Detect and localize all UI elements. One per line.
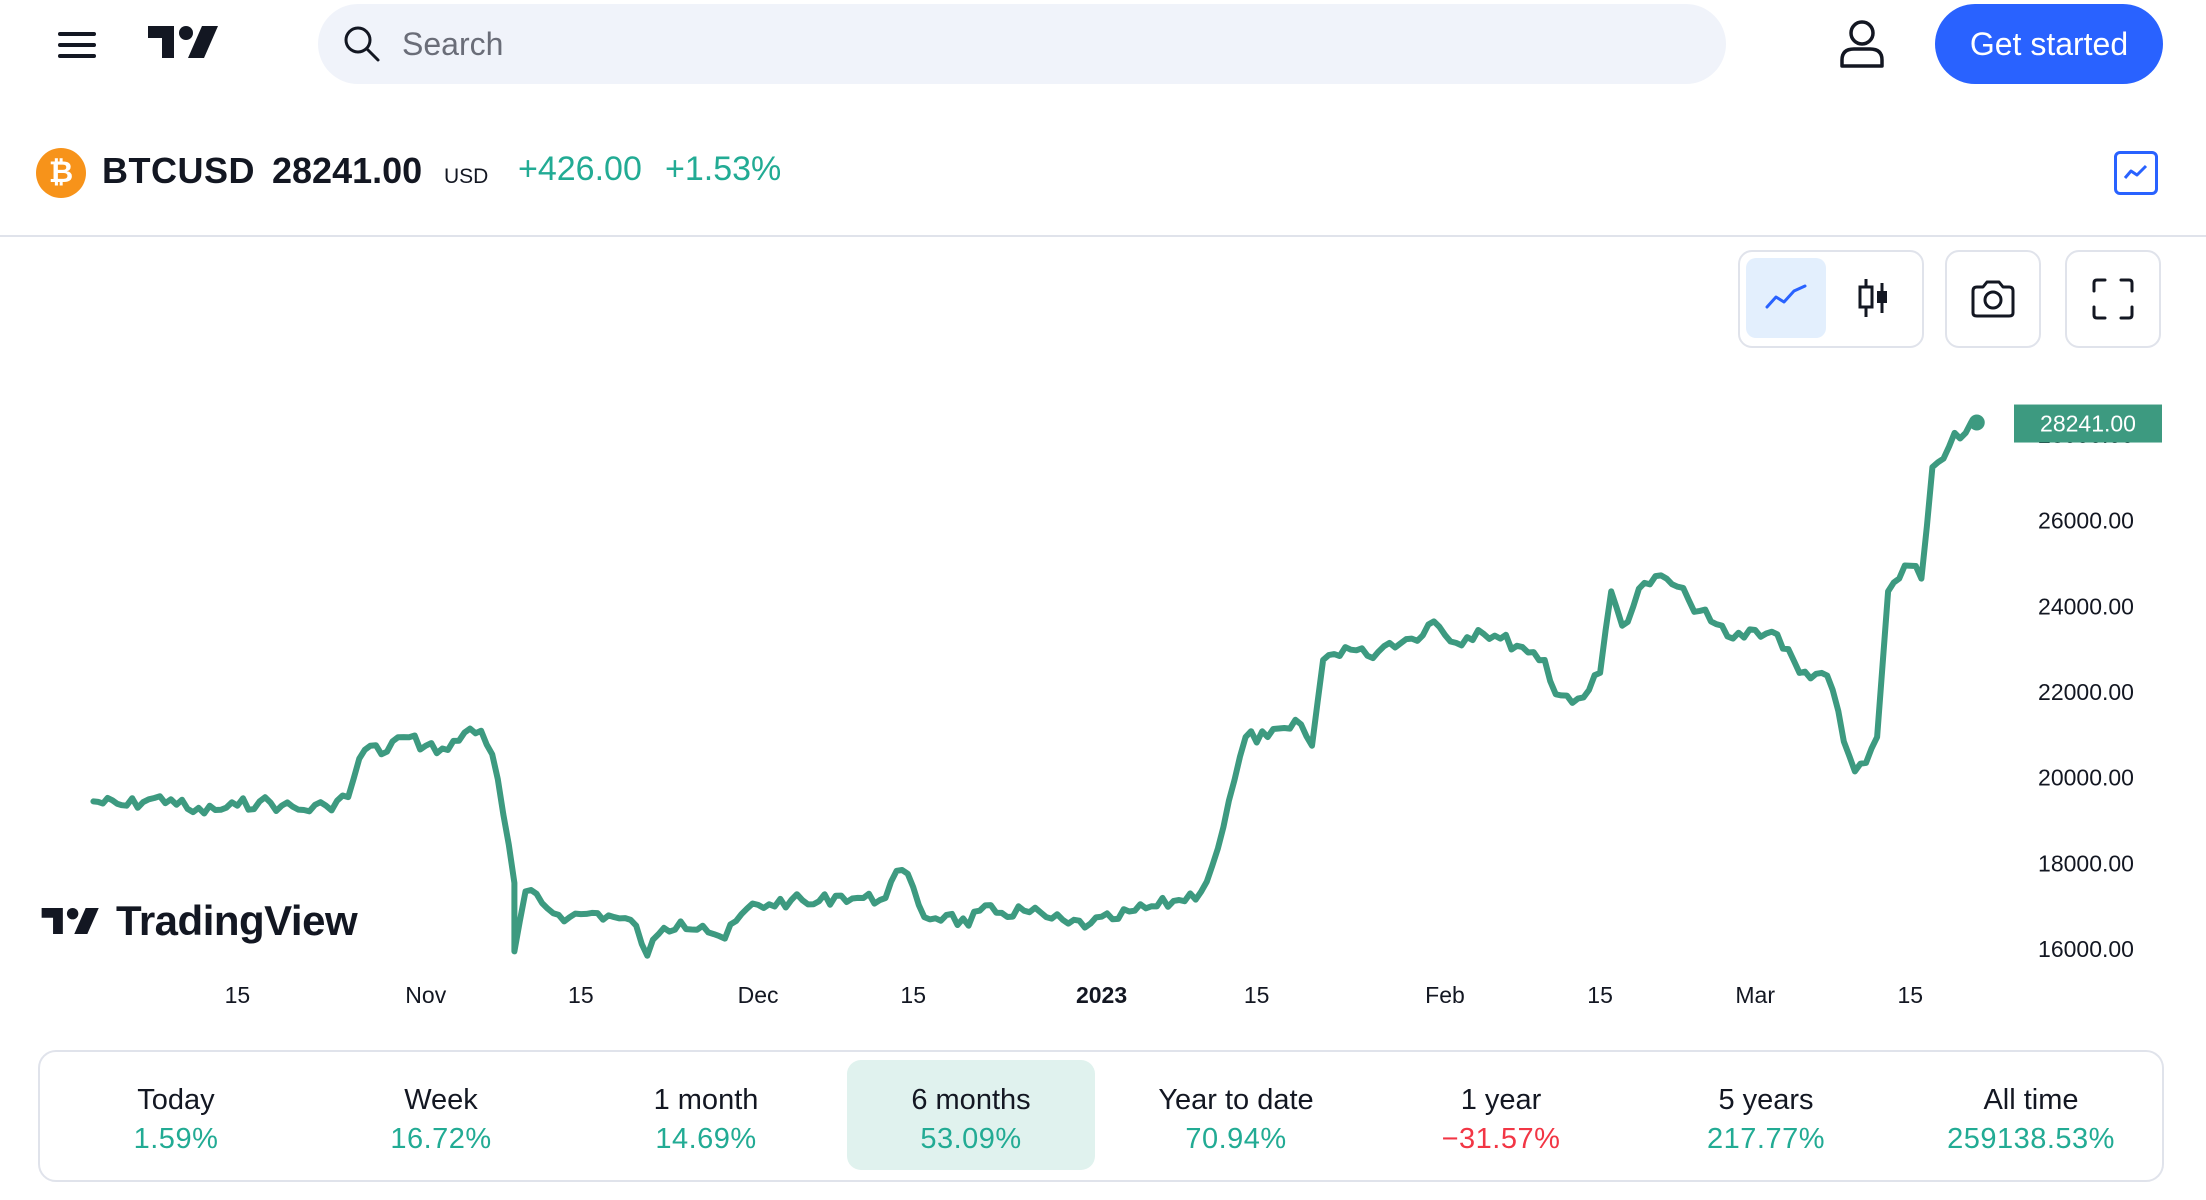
price-change: +426.00 — [518, 150, 642, 188]
range-option-year-to-date[interactable]: Year to date 70.94% — [1112, 1060, 1360, 1170]
last-price-dot — [1968, 414, 1985, 431]
x-tick-label: 15 — [900, 982, 926, 1008]
x-tick-label: Mar — [1735, 982, 1775, 1008]
range-change-value: −31.57% — [1441, 1123, 1561, 1155]
camera-icon[interactable] — [1945, 250, 2041, 348]
last-price-marker: 28241.00 — [1968, 404, 2162, 443]
x-axis: 15 Nov 15 Dec 15 2023 15 Feb 15 Mar 15 — [225, 982, 1923, 1008]
range-label: 1 year — [1460, 1084, 1542, 1116]
range-label: Year to date — [1158, 1084, 1314, 1116]
search-bar[interactable] — [318, 4, 1726, 84]
top-bar: Get started — [0, 0, 2206, 90]
menu-icon[interactable] — [50, 22, 106, 68]
chart-type-group — [1738, 250, 1924, 348]
range-selector: Today 1.59% Week 16.72% 1 month 14.69% 6 month… — [38, 1050, 2164, 1182]
x-tick-label: Feb — [1425, 982, 1465, 1008]
search-input[interactable] — [400, 24, 1604, 64]
symbol-price: 28241.00 — [272, 150, 423, 191]
range-option-6-months[interactable]: 6 months 53.09% — [847, 1060, 1095, 1170]
tradingview-logo[interactable] — [146, 20, 226, 64]
price-line — [90, 419, 1980, 959]
range-option-5-years[interactable]: 5 years 217.77% — [1642, 1060, 1890, 1170]
watermark-text: TradingView — [116, 897, 358, 944]
tradingview-watermark: TradingView — [40, 897, 358, 945]
range-option-1-year[interactable]: 1 year −31.57% — [1377, 1060, 1625, 1170]
y-tick-label: 22000.00 — [2038, 679, 2134, 705]
last-price-label: 28241.00 — [2040, 411, 2136, 437]
range-label: 1 month — [653, 1084, 759, 1116]
x-tick-label: 15 — [1587, 982, 1613, 1008]
price-line-layer — [90, 419, 1980, 959]
x-tick-label: 15 — [225, 982, 251, 1008]
x-tick-label: Nov — [405, 982, 446, 1008]
last-price-badge — [2014, 404, 2162, 443]
y-tick-label: 20000.00 — [2038, 765, 2134, 791]
bitcoin-icon: ₿ — [36, 148, 86, 198]
header-divider — [0, 235, 2206, 237]
user-icon[interactable] — [1836, 16, 1888, 72]
price-chart[interactable]: 16000.00 18000.00 20000.00 22000.00 24000.00… — [0, 360, 2206, 1020]
line-chart-icon[interactable] — [1746, 258, 1826, 338]
range-label: 5 years — [1718, 1084, 1814, 1116]
range-change-value: 1.59% — [133, 1123, 219, 1155]
range-change-value: 259138.53% — [1947, 1123, 2115, 1155]
range-label: All time — [1983, 1084, 2079, 1116]
symbol-header: ₿ BTCUSD 28241.00 USD +426.00 +1.53% — [0, 138, 2206, 208]
x-tick-label: 2023 — [1076, 982, 1127, 1008]
symbol-ticker: BTCUSD — [102, 150, 255, 191]
x-tick-label: Dec — [738, 982, 779, 1008]
y-tick-label: 24000.00 — [2038, 593, 2134, 619]
range-change-value: 70.94% — [1185, 1123, 1287, 1155]
range-label: Today — [137, 1084, 215, 1116]
range-change-value: 16.72% — [390, 1123, 492, 1155]
range-change-value: 53.09% — [920, 1123, 1022, 1155]
y-tick-label: 26000.00 — [2038, 508, 2134, 534]
range-option-today[interactable]: Today 1.59% — [52, 1060, 300, 1170]
range-label: 6 months — [911, 1084, 1031, 1116]
range-label: Week — [404, 1084, 478, 1116]
open-chart-icon[interactable] — [2114, 151, 2158, 195]
y-axis: 16000.00 18000.00 20000.00 22000.00 24000.00… — [2038, 422, 2134, 962]
y-tick-label: 18000.00 — [2038, 850, 2134, 876]
fullscreen-icon[interactable] — [2065, 250, 2161, 348]
range-change-value: 14.69% — [655, 1123, 757, 1155]
range-option-week[interactable]: Week 16.72% — [317, 1060, 565, 1170]
y-tick-label: 16000.00 — [2038, 936, 2134, 962]
x-tick-label: 15 — [568, 982, 594, 1008]
range-option-all-time[interactable]: All time 259138.53% — [1907, 1060, 2155, 1170]
search-icon — [344, 26, 380, 62]
x-tick-label: 15 — [1244, 982, 1270, 1008]
candles-icon[interactable] — [1834, 258, 1914, 338]
price-change-percent: +1.53% — [665, 150, 782, 188]
range-change-value: 217.77% — [1707, 1123, 1825, 1155]
tradingview-logo-mark — [41, 907, 99, 935]
get-started-button[interactable]: Get started — [1935, 4, 2163, 84]
range-option-1-month[interactable]: 1 month 14.69% — [582, 1060, 830, 1170]
symbol-currency: USD — [444, 165, 489, 188]
x-tick-label: 15 — [1897, 982, 1923, 1008]
